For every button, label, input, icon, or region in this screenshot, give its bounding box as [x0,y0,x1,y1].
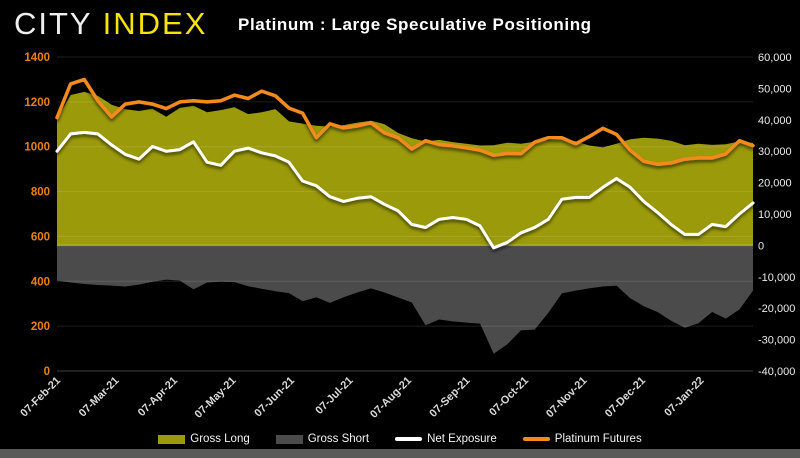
legend-item-gross-long: Gross Long [158,433,250,445]
city-index-logo: CITY INDEX [14,6,207,42]
legend-item-net-exposure: Net Exposure [395,433,497,445]
right-axis-label: -40,000 [758,366,795,378]
left-axis-label: 1400 [24,52,50,64]
legend-label: Gross Short [307,433,370,445]
logo-index-text: INDEX [102,6,208,41]
x-axis-label: 07-Jun-21 [252,375,297,420]
chart-legend: Gross Long Gross Short Net Exposure Platinu… [0,430,800,448]
x-axis-label: 07-Dec-21 [603,375,648,420]
right-axis-label: 0 [758,240,764,252]
right-axis-label: 20,000 [758,178,792,190]
x-axis-label: 07-Nov-21 [544,375,590,421]
x-axis-label: 07-Aug-21 [368,375,414,421]
legend-label: Platinum Futures [554,433,642,445]
bottom-strip [0,449,800,458]
chart-title: Platinum : Large Speculative Positioning [238,15,592,34]
logo-city-text: CITY [14,6,93,41]
right-axis-label: 10,000 [758,209,792,221]
legend-item-platinum-futures: Platinum Futures [522,433,642,445]
x-axis-label: 07-Mar-21 [77,375,122,420]
right-axis-label: 30,000 [758,146,792,158]
left-axis-label: 400 [31,276,50,288]
right-axis-label: 50,000 [758,83,792,95]
area-swatch-icon [275,434,303,444]
right-axis-label: -30,000 [758,335,795,347]
left-axis-label: 1000 [24,142,50,154]
left-axis-label: 800 [31,187,50,199]
left-axis-label: 0 [44,366,50,378]
legend-label: Net Exposure [427,433,497,445]
area-gross-long [57,91,753,246]
line-net-exposure [55,130,755,250]
x-axis-label: 07-Jul-21 [313,375,355,417]
x-axis-label: 07-Feb-21 [18,375,63,420]
right-axis-label: -10,000 [758,272,795,284]
left-axis-label: 200 [31,321,50,333]
x-axis-label: 07-Oct-21 [487,375,531,419]
left-axis-label: 600 [31,231,50,243]
x-axis-label: 07-Apr-21 [136,375,180,419]
line-platinum-futures [55,77,755,166]
line-swatch-icon [522,437,550,441]
left-axis-label: 1200 [24,97,50,109]
x-axis-label: 07-Sep-21 [427,375,472,420]
right-axis-label: -20,000 [758,303,795,315]
right-axis-label: 60,000 [758,52,792,64]
area-gross-short [57,245,753,354]
area-swatch-icon [158,434,186,444]
x-axis-label: 07-May-21 [193,375,239,421]
right-axis-label: 40,000 [758,115,792,127]
legend-label: Gross Long [190,433,250,445]
legend-item-gross-short: Gross Short [275,433,370,445]
line-swatch-icon [395,437,423,441]
x-axis-label: 07-Jan-22 [662,375,706,419]
